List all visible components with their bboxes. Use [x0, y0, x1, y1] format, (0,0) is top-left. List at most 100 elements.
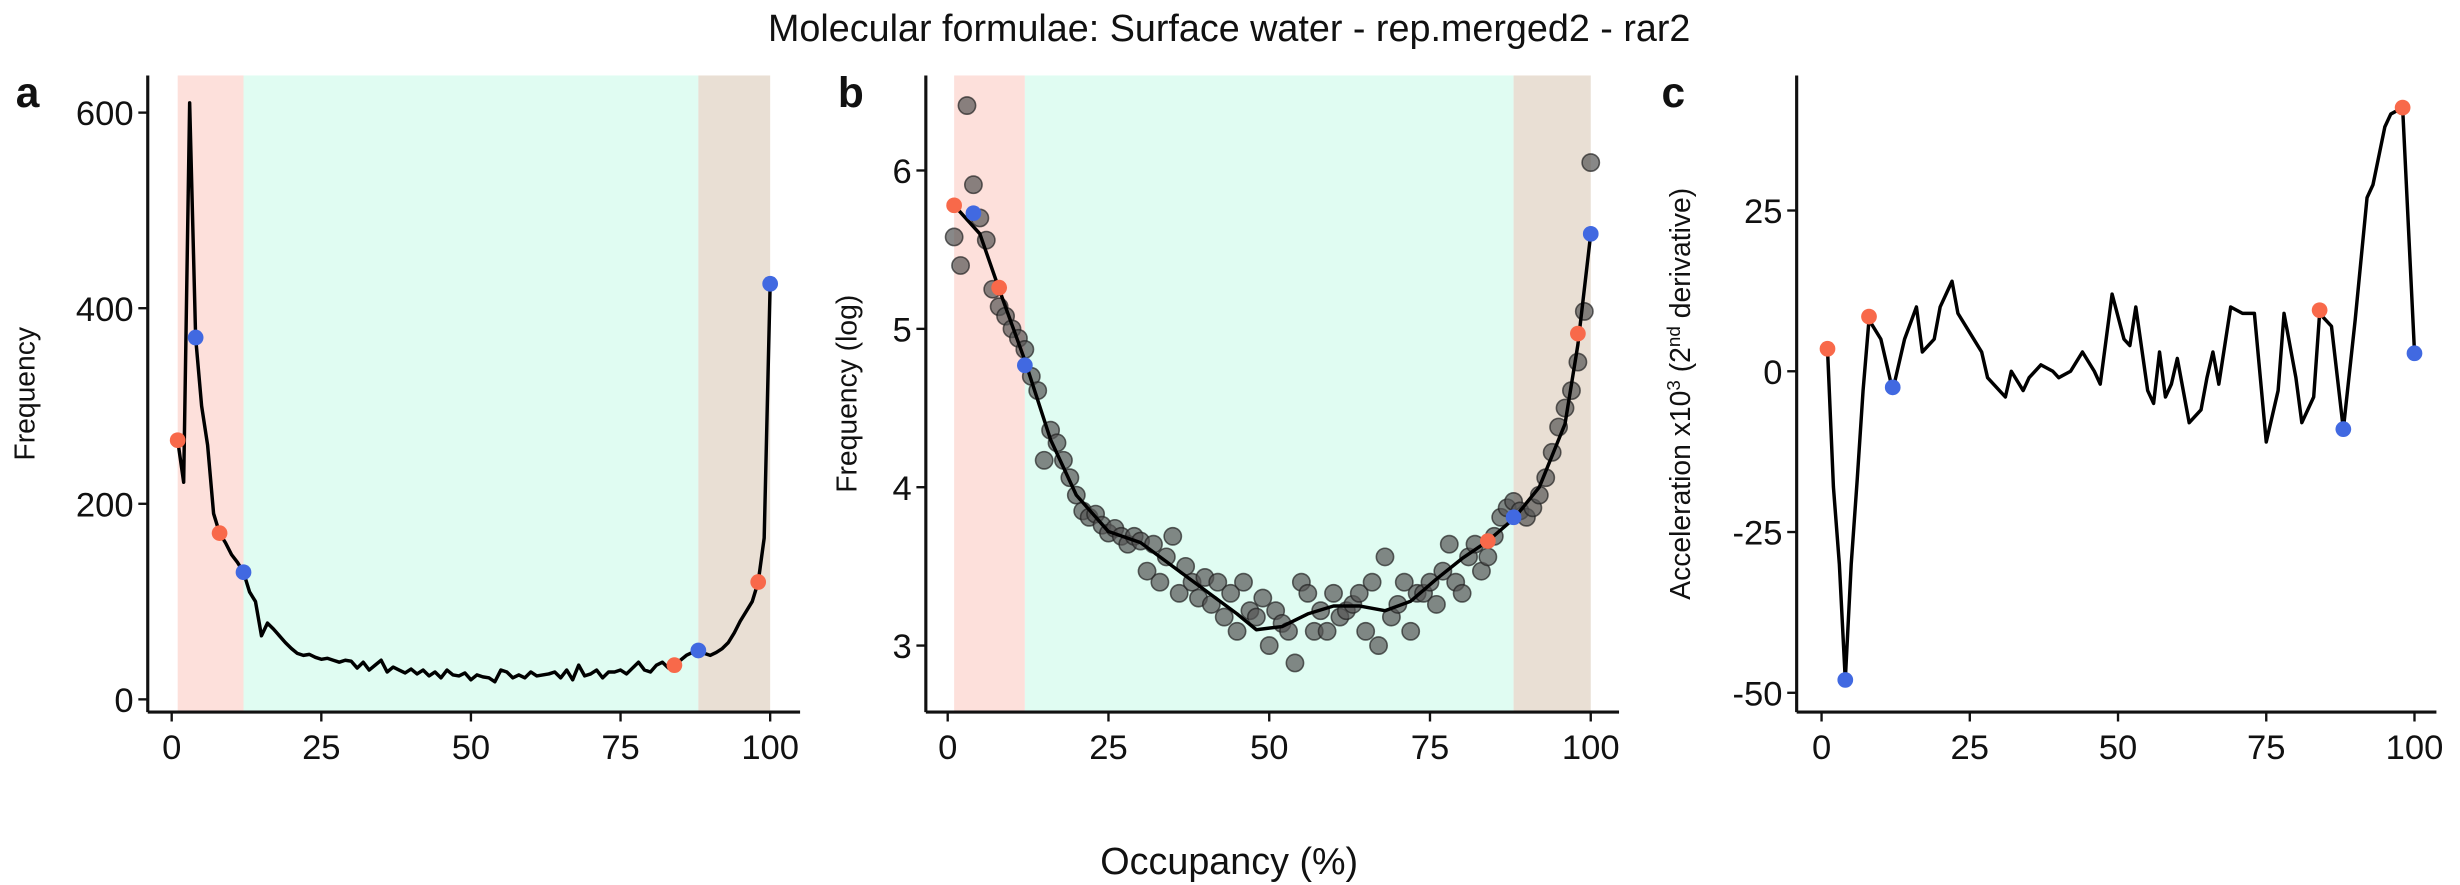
y-axis-label-part: derivative)	[1664, 188, 1696, 326]
data-point	[1208, 572, 1228, 592]
data-point	[1369, 636, 1388, 655]
y-tick-label: 5	[892, 311, 911, 349]
y-tick-label: 200	[76, 486, 134, 524]
data-point	[1221, 583, 1241, 603]
highlight-point	[946, 197, 962, 214]
panel-label: c	[1661, 69, 1685, 116]
x-tick-label: 50	[2099, 729, 2137, 767]
data-point	[1253, 588, 1273, 608]
y-tick-label: 6	[892, 153, 911, 191]
figure-title: Molecular formulae: Surface water - rep.…	[768, 7, 1690, 49]
x-tick-label: 50	[452, 729, 490, 767]
y-tick-label: -50	[1733, 675, 1783, 713]
highlight-point	[211, 525, 228, 541]
x-tick-label: 75	[2247, 729, 2285, 767]
highlight-point	[1582, 225, 1599, 242]
data-point	[1259, 636, 1279, 655]
y-axis-label: Acceleration x103 (2nd derivative)	[1662, 188, 1696, 600]
highlight-point	[2335, 421, 2352, 437]
x-tick-label: 0	[1812, 729, 1831, 767]
data-point	[1324, 583, 1343, 603]
highlight-point	[2394, 99, 2411, 116]
data-point	[1426, 594, 1446, 614]
x-tick-label: 100	[741, 729, 799, 767]
data-point	[944, 227, 964, 247]
occupancy-band	[954, 75, 1025, 713]
y-tick-label: 4	[892, 470, 911, 508]
x-tick-label: 0	[162, 729, 181, 767]
highlight-point	[235, 564, 252, 581]
x-tick-label: 75	[601, 729, 639, 767]
highlight-point	[1570, 325, 1586, 342]
highlight-point	[169, 432, 186, 449]
y-tick-label: 25	[1744, 193, 1782, 231]
data-point	[1574, 301, 1594, 321]
y-axis-label-part: Acceleration x10	[1664, 391, 1696, 600]
data-point	[1317, 621, 1337, 641]
y-tick-label: 0	[114, 682, 133, 720]
y-tick-label: -25	[1733, 515, 1783, 553]
y-axis-label-part: nd	[1662, 326, 1683, 347]
x-tick-label: 50	[1250, 729, 1288, 767]
data-point	[1375, 547, 1395, 567]
data-point	[1568, 352, 1588, 372]
data-point	[1394, 572, 1414, 592]
data-point	[1246, 607, 1266, 627]
y-axis-label: Frequency (log)	[831, 295, 863, 493]
highlight-point	[762, 275, 779, 292]
panel-label: b	[838, 69, 864, 116]
highlight-point	[750, 574, 767, 590]
y-tick-label: 400	[76, 291, 134, 329]
highlight-point	[965, 205, 982, 222]
x-tick-label: 100	[2386, 729, 2444, 767]
data-point	[1452, 583, 1472, 603]
y-tick-label: 600	[76, 95, 134, 133]
highlight-point	[1884, 379, 1901, 396]
data-point	[1034, 450, 1054, 470]
x-tick-label: 25	[1089, 729, 1127, 767]
data-point	[1349, 583, 1369, 603]
data-point	[1150, 572, 1170, 592]
highlight-point	[1819, 340, 1836, 357]
highlight-point	[690, 642, 707, 659]
y-axis-label-part: 3	[1662, 380, 1683, 391]
data-line	[1825, 105, 2417, 682]
data-point	[1285, 653, 1305, 673]
data-point	[1169, 583, 1189, 603]
data-point	[1234, 572, 1253, 592]
highlight-point	[1017, 357, 1033, 374]
occupancy-band	[698, 75, 771, 713]
highlight-point	[991, 279, 1008, 296]
y-tick-label: 3	[892, 628, 911, 666]
data-point	[1163, 526, 1183, 546]
data-point	[951, 256, 970, 275]
highlight-point	[187, 329, 204, 346]
data-point	[1478, 547, 1498, 567]
data-point	[957, 96, 977, 115]
highlight-point	[666, 657, 683, 673]
highlight-point	[1837, 672, 1854, 688]
occupancy-band	[243, 75, 699, 713]
x-tick-label: 25	[302, 729, 340, 767]
highlight-point	[1505, 509, 1522, 526]
data-point	[1581, 153, 1601, 172]
panel-label: a	[16, 69, 40, 116]
data-point	[1401, 621, 1421, 641]
data-point	[1298, 583, 1318, 603]
y-axis-label-part: (2	[1664, 347, 1696, 380]
x-tick-label: 0	[938, 729, 957, 767]
x-tick-label: 100	[1562, 729, 1620, 767]
data-point	[1137, 561, 1157, 581]
data-point	[963, 175, 983, 195]
data-point	[1356, 621, 1376, 641]
x-tick-label: 25	[1951, 729, 1989, 767]
y-tick-label: 0	[1763, 354, 1782, 392]
data-point	[1227, 621, 1247, 641]
data-point	[1362, 572, 1382, 592]
highlight-point	[2311, 302, 2328, 319]
data-point	[1439, 534, 1459, 554]
x-tick-label: 75	[1411, 729, 1449, 767]
data-point	[1214, 607, 1234, 627]
